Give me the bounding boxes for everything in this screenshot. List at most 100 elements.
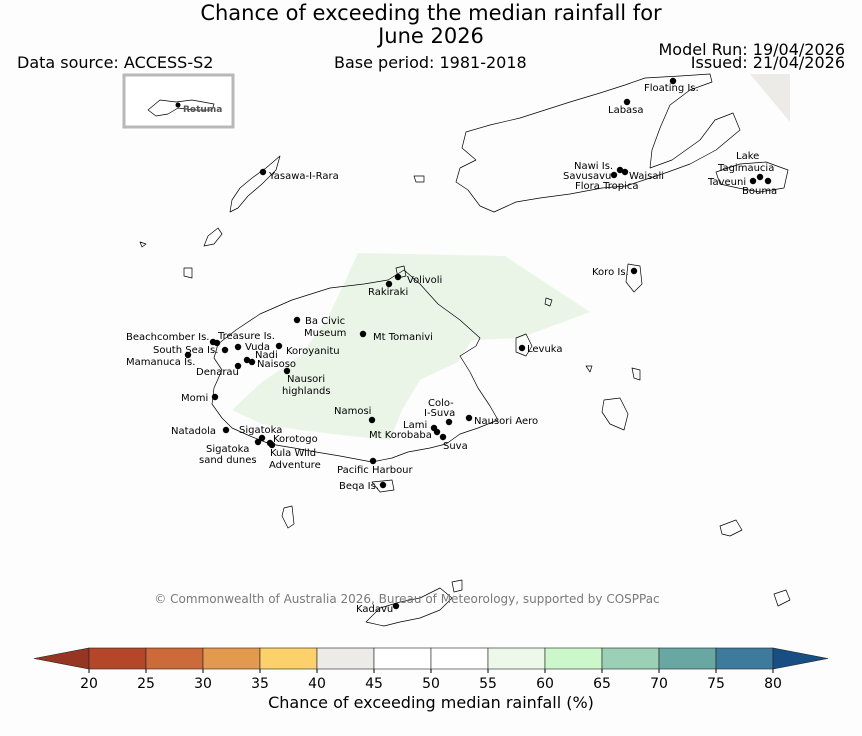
map-title: Chance of exceeding the median rainfall …	[0, 2, 862, 48]
svg-text:Colo-: Colo-	[428, 398, 454, 409]
taveuni-coast	[715, 161, 789, 193]
colorbar-tick-label: 80	[764, 676, 782, 690]
colorbar-swatch	[430, 647, 489, 670]
colorbar-tick-label: 55	[479, 676, 497, 690]
svg-text:Natadola: Natadola	[171, 426, 216, 437]
place-mt-tomanivi: Mt Tomanivi	[359, 330, 433, 343]
colorbar-swatch	[88, 647, 147, 670]
place-south-sea-is: South Sea Is.	[153, 345, 229, 356]
place-mt-korobaba: Mt Korobaba	[369, 428, 441, 441]
shaded-region-55-60	[232, 253, 590, 440]
svg-text:Mt Korobaba: Mt Korobaba	[369, 430, 432, 441]
colorbar: 20 25 30 35 40 45 50 55 60 65 70 75 80	[33, 647, 829, 690]
fiji-map: Rotuma Floating Is. Labasa	[122, 73, 791, 627]
colorbar-tick-label: 45	[365, 676, 383, 690]
place-waisali: Waisali	[621, 168, 664, 182]
svg-text:Flora Tropica: Flora Tropica	[575, 181, 638, 192]
colorbar-swatch	[715, 647, 774, 670]
svg-text:sand dunes: sand dunes	[199, 455, 257, 466]
colorbar-tick-label: 65	[593, 676, 611, 690]
svg-text:Beqa Is.: Beqa Is.	[339, 481, 379, 492]
svg-text:Floating Is.: Floating Is.	[644, 83, 699, 94]
svg-text:Beachcomber Is.: Beachcomber Is.	[126, 332, 209, 343]
place-koro-is: Koro Is.	[592, 267, 638, 278]
svg-text:Nausori Aero: Nausori Aero	[474, 416, 538, 427]
place-pacific-harbour: Pacific Harbour	[337, 457, 414, 476]
colorbar-tick-label: 30	[194, 676, 212, 690]
colorbar-under-arrow	[33, 647, 90, 670]
svg-text:Namosi: Namosi	[334, 406, 371, 417]
svg-text:Naisoso: Naisoso	[257, 359, 296, 370]
colorbar-ticks: 20 25 30 35 40 45 50 55 60 65 70 75 80	[80, 669, 782, 690]
base-period: Base period: 1981-2018	[334, 53, 527, 72]
ovalau-coast	[515, 333, 533, 357]
svg-text:Levuka: Levuka	[527, 344, 563, 355]
svg-text:Waisali: Waisali	[629, 171, 664, 182]
place-levuka: Levuka	[518, 344, 563, 355]
colorbar-label: Chance of exceeding median rainfall (%)	[268, 693, 594, 712]
place-floating-is: Floating Is.	[644, 77, 699, 94]
svg-text:Mamanuca Is.: Mamanuca Is.	[126, 357, 195, 368]
place-volivoli: Volivoli	[394, 273, 442, 286]
svg-text:Bouma: Bouma	[742, 186, 777, 197]
koro-coast	[625, 263, 643, 293]
svg-text:Adventure: Adventure	[269, 460, 321, 471]
colorbar-swatch	[487, 647, 546, 670]
place-naisoso: Naisoso	[248, 358, 296, 370]
yasawa-coast	[229, 155, 281, 213]
map-title-line2: June 2026	[378, 24, 484, 48]
svg-text:Labasa: Labasa	[608, 105, 644, 116]
colorbar-swatch	[259, 647, 318, 670]
svg-text:highlands: highlands	[282, 386, 331, 397]
place-yasawa-i-rara: Yasawa-I-Rara	[259, 168, 339, 182]
place-mamanuca-is: Mamanuca Is.	[126, 351, 195, 368]
colorbar-tick-label: 40	[308, 676, 326, 690]
svg-text:Lake: Lake	[736, 151, 759, 162]
svg-text:Volivoli: Volivoli	[407, 275, 442, 286]
place-labasa: Labasa	[608, 98, 644, 116]
svg-text:Lami: Lami	[403, 420, 427, 431]
town-markers: Floating Is. Labasa Nawi Is. Savusavu Wa…	[126, 77, 777, 615]
model-run: Model Run: 19/04/2026	[658, 40, 846, 59]
place-denarau: Denarau	[196, 362, 242, 378]
place-kadavu: Kadavu	[356, 602, 400, 615]
svg-text:Koroyanitu: Koroyanitu	[286, 346, 340, 357]
svg-text:Pacific Harbour: Pacific Harbour	[337, 465, 414, 476]
svg-text:Tagimaucia: Tagimaucia	[717, 163, 774, 174]
place-koroyanitu: Koroyanitu	[275, 342, 340, 357]
svg-text:Momi: Momi	[181, 393, 208, 404]
colorbar-swatch	[658, 647, 717, 670]
colorbar-swatch	[373, 647, 432, 670]
place-savusavu: Savusavu	[563, 171, 618, 182]
vanua-levu-coast	[455, 73, 741, 213]
svg-text:Rakiraki: Rakiraki	[368, 287, 408, 298]
svg-text:Sigatoka: Sigatoka	[206, 444, 249, 455]
place-namosi: Namosi	[334, 406, 376, 424]
svg-text:Museum: Museum	[304, 328, 346, 339]
colorbar-swatches	[33, 647, 829, 670]
colorbar-tick-label: 70	[650, 676, 668, 690]
svg-text:Treasure Is.: Treasure Is.	[217, 331, 275, 342]
place-beqa-is: Beqa Is.	[339, 481, 387, 492]
svg-text:I-Suva: I-Suva	[424, 408, 455, 419]
place-vuda: Vuda	[234, 342, 270, 353]
kadavu-coast	[365, 587, 453, 627]
colorbar-tick-label: 50	[422, 676, 440, 690]
svg-text:Nadi: Nadi	[255, 350, 278, 361]
svg-text:Yasawa-I-Rara: Yasawa-I-Rara	[268, 171, 339, 182]
place-colo-i-suva: Colo-I-Suva	[424, 398, 455, 426]
svg-text:Taveuni: Taveuni	[707, 177, 746, 188]
svg-text:Sigatoka: Sigatoka	[239, 425, 282, 436]
colorbar-tick-label: 20	[80, 676, 98, 690]
place-nadi: Nadi	[243, 350, 278, 364]
place-sigatoka: Sigatoka	[239, 425, 282, 442]
colorbar-swatch	[601, 647, 660, 670]
colorbar-swatch	[316, 647, 375, 670]
svg-text:Savusavu: Savusavu	[563, 171, 611, 182]
place-flora-tropica: Flora Tropica	[575, 181, 638, 192]
place-nausori-aero: Nausori Aero	[465, 414, 538, 427]
svg-text:Suva: Suva	[443, 441, 468, 452]
